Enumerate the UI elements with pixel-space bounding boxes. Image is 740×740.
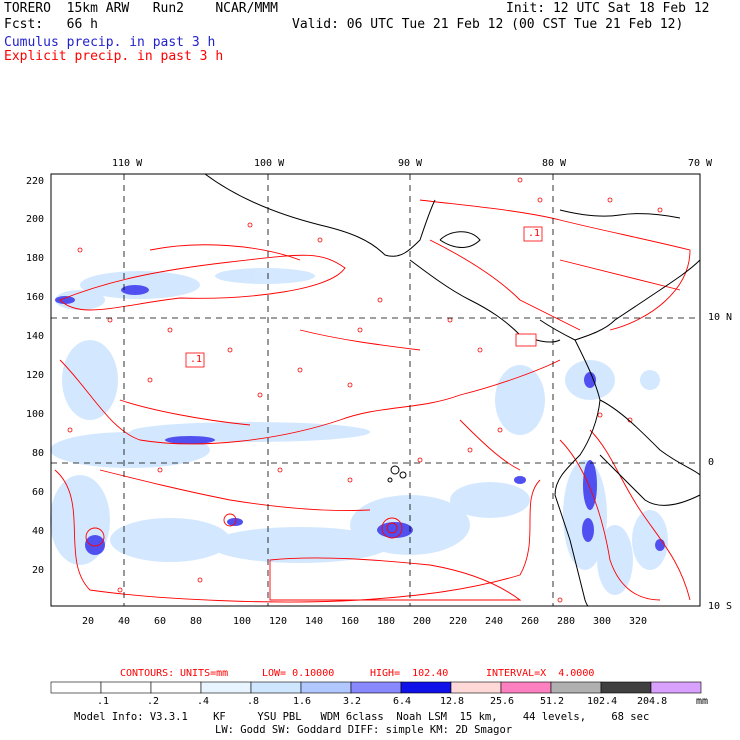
colorbar-swatch (50, 681, 102, 694)
x-tick-label: 260 (521, 616, 540, 627)
init-time: Init: 12 UTC Sat 18 Feb 12 (506, 1, 710, 16)
x-tick-label: 60 (154, 616, 167, 627)
colorbar-label: .4 (197, 696, 210, 707)
contour-label-a: .1 (190, 354, 203, 365)
map-frame-border (50, 173, 701, 607)
y-tick-label: 80 (32, 448, 45, 459)
forecast-hour: Fcst: 66 h (4, 17, 98, 32)
contours-label: CONTOURS: (120, 668, 175, 679)
explicit-precip-speckle (67, 177, 663, 603)
lat-label-10n: 10 N (708, 312, 733, 323)
explicit-field-label: Explicit precip. in past 3 h (4, 49, 224, 64)
colorbar-label: 6.4 (393, 696, 412, 707)
x-tick-label: 120 (269, 616, 288, 627)
x-tick-label: 320 (629, 616, 648, 627)
colorbar-swatch (550, 681, 602, 694)
colorbar-swatch (300, 681, 352, 694)
colorbar-swatch (100, 681, 152, 694)
x-tick-label: 280 (557, 616, 576, 627)
colorbar-label: 25.6 (490, 696, 515, 707)
contour-label-box-a (185, 352, 205, 368)
x-tick-label: 40 (118, 616, 131, 627)
cumulus-field-label: Cumulus precip. in past 3 h (4, 35, 216, 50)
y-tick-label: 140 (26, 331, 45, 342)
y-tick-label: 60 (32, 487, 45, 498)
y-tick-label: 160 (26, 292, 45, 303)
contours-units: UNITS=mm (180, 668, 229, 679)
x-tick-label: 140 (305, 616, 324, 627)
x-tick-label: 180 (377, 616, 396, 627)
colorbar-label: .1 (97, 696, 110, 707)
y-tick-label: 100 (26, 409, 45, 420)
colorbar-swatch (200, 681, 252, 694)
contours-interval: INTERVAL=X 4.0000 (486, 668, 595, 679)
x-tick-label: 160 (341, 616, 360, 627)
colorbar-swatch (650, 681, 702, 694)
colorbar-label: 12.8 (440, 696, 465, 707)
lat-label-0: 0 (708, 457, 715, 468)
colorbar-swatch (600, 681, 652, 694)
y-tick-label: 120 (26, 370, 45, 381)
colorbar-label: .8 (247, 696, 260, 707)
colorbar-label: 204.8 (637, 696, 668, 707)
contours-low: LOW= 0.10000 (262, 668, 335, 679)
x-tick-label: 220 (449, 616, 468, 627)
colorbar-unit: mm (696, 696, 709, 707)
colorbar-swatch (350, 681, 402, 694)
explicit-precip-contours (54, 199, 691, 603)
colorbar-label: 1.6 (293, 696, 312, 707)
colorbar-swatch (400, 681, 452, 694)
x-tick-label: 200 (413, 616, 432, 627)
colorbar-label: 51.2 (540, 696, 565, 707)
model-title: TORERO 15km ARW Run2 NCAR/MMM (4, 1, 278, 16)
colorbar-label: 3.2 (343, 696, 362, 707)
lon-label-80w: 80 W (542, 158, 567, 169)
x-tick-label: 300 (593, 616, 612, 627)
y-tick-label: 220 (26, 176, 45, 187)
x-tick-label: 80 (190, 616, 203, 627)
contour-label-box-b (523, 226, 543, 242)
colorbar-swatch (450, 681, 502, 694)
y-tick-label: 40 (32, 526, 45, 537)
colorbar-swatch (500, 681, 552, 694)
lon-label-100w: 100 W (254, 158, 285, 169)
contour-label-box-c (515, 333, 537, 347)
colorbar-swatch (150, 681, 202, 694)
lon-label-110w: 110 W (112, 158, 143, 169)
model-info: Model Info: V3.3.1 KF YSU PBL WDM 6class… (74, 711, 650, 723)
lat-label-10s: 10 S (708, 601, 733, 612)
model-physics: LW: Godd SW: Goddard DIFF: simple KM: 2D… (215, 724, 513, 736)
valid-time: Valid: 06 UTC Tue 21 Feb 12 (00 CST Tue … (292, 17, 684, 32)
lon-label-70w: 70 W (688, 158, 713, 169)
colorbar-label: .2 (147, 696, 160, 707)
contour-label-b: .1 (528, 228, 541, 239)
x-tick-label: 100 (233, 616, 252, 627)
y-tick-label: 180 (26, 253, 45, 264)
contours-high: HIGH= 102.40 (370, 668, 449, 679)
x-tick-label: 240 (485, 616, 504, 627)
colorbar-swatch (250, 681, 302, 694)
y-tick-label: 20 (32, 565, 45, 576)
coastlines (204, 173, 701, 607)
y-tick-label: 200 (26, 214, 45, 225)
x-tick-label: 20 (82, 616, 95, 627)
lon-label-90w: 90 W (398, 158, 423, 169)
lat-lon-grid (51, 174, 700, 606)
colorbar-label: 102.4 (587, 696, 618, 707)
